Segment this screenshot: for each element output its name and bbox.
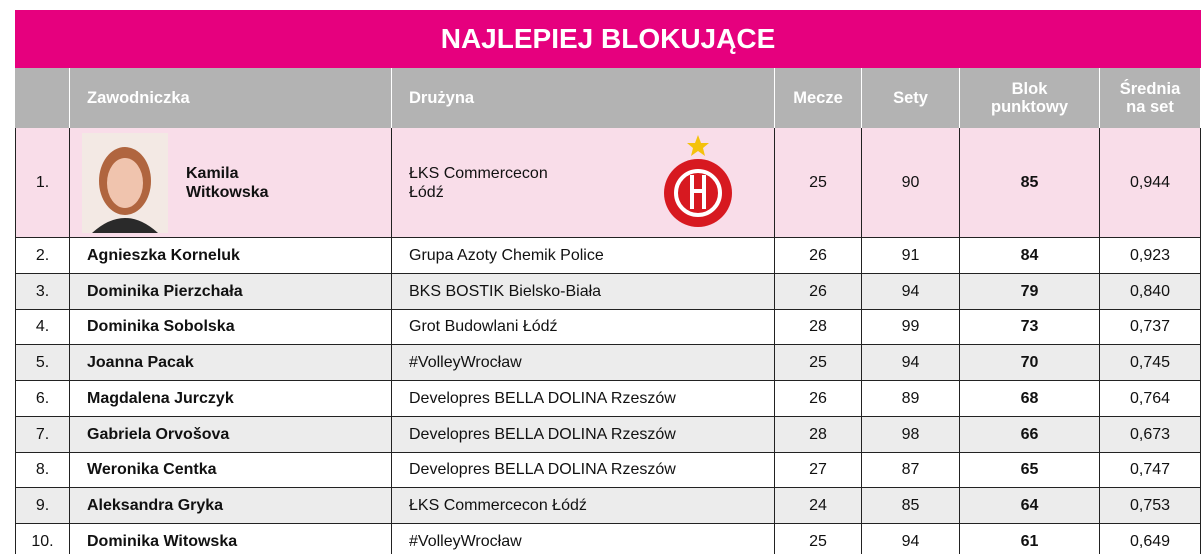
table-cell: 65: [960, 453, 1100, 489]
table-cell: #VolleyWrocław: [392, 345, 775, 381]
text-line: Witkowska: [186, 183, 269, 202]
table-cell: 0,923: [1100, 238, 1201, 274]
player-photo: [82, 133, 168, 233]
text-line: na set: [1126, 98, 1174, 116]
table-cell: 5.: [15, 345, 70, 381]
header-cell: Mecze: [775, 68, 862, 128]
table-cell: 79: [960, 274, 1100, 310]
text-line: Kamila: [186, 164, 238, 183]
table-cell: 0,745: [1100, 345, 1201, 381]
table-cell: Agnieszka Korneluk: [70, 238, 392, 274]
table-cell: 0,649: [1100, 524, 1201, 554]
header-cell: Drużyna: [392, 68, 775, 128]
table-cell: 1.: [15, 128, 70, 238]
table-cell: Magdalena Jurczyk: [70, 381, 392, 417]
table-cell: 87: [862, 453, 960, 489]
table-cell: 7.: [15, 417, 70, 453]
table-cell: 90: [862, 128, 960, 238]
table-cell: 9.: [15, 488, 70, 524]
table-cell: 3.: [15, 274, 70, 310]
table-cell: 64: [960, 488, 1100, 524]
table-cell: 66: [960, 417, 1100, 453]
table-cell: Developres BELLA DOLINA Rzeszów: [392, 381, 775, 417]
table-cell: #VolleyWrocław: [392, 524, 775, 554]
table-cell: 0,840: [1100, 274, 1201, 310]
table-cell: 0,673: [1100, 417, 1201, 453]
table-cell: BKS BOSTIK Bielsko-Biała: [392, 274, 775, 310]
team-logo: [662, 133, 734, 233]
table-cell: Dominika Witowska: [70, 524, 392, 554]
table-cell: 73: [960, 310, 1100, 346]
table-cell: 70: [960, 345, 1100, 381]
table-cell: 89: [862, 381, 960, 417]
table-cell: 98: [862, 417, 960, 453]
table-cell: 85: [960, 128, 1100, 238]
ranking-table: NAJLEPIEJ BLOKUJĄCE ZawodniczkaDrużynaMe…: [0, 0, 1201, 554]
table-cell: Weronika Centka: [70, 453, 392, 489]
table-cell: 28: [775, 417, 862, 453]
table-cell: 84: [960, 238, 1100, 274]
table-cell: 94: [862, 274, 960, 310]
text-line: Blok: [1012, 80, 1048, 98]
text-line: punktowy: [991, 98, 1068, 116]
table-cell: 61: [960, 524, 1100, 554]
table-cell: Gabriela Orvošova: [70, 417, 392, 453]
table-cell: 25: [775, 345, 862, 381]
table-cell: 27: [775, 453, 862, 489]
table-cell: 94: [862, 345, 960, 381]
table-cell: 26: [775, 274, 862, 310]
table-cell: 10.: [15, 524, 70, 554]
table-cell: 25: [775, 128, 862, 238]
table-cell: 8.: [15, 453, 70, 489]
table-cell: 26: [775, 381, 862, 417]
table-cell: Grupa Azoty Chemik Police: [392, 238, 775, 274]
table-cell: Grot Budowlani Łódź: [392, 310, 775, 346]
text-line: Średnia: [1120, 80, 1181, 98]
table-cell: 2.: [15, 238, 70, 274]
table-cell: 28: [775, 310, 862, 346]
table-cell: 24: [775, 488, 862, 524]
table-cell: 68: [960, 381, 1100, 417]
table-cell: Developres BELLA DOLINA Rzeszów: [392, 417, 775, 453]
table-cell: 0,753: [1100, 488, 1201, 524]
table-cell: Dominika Sobolska: [70, 310, 392, 346]
table-cell: 6.: [15, 381, 70, 417]
table-cell: 94: [862, 524, 960, 554]
table-title: NAJLEPIEJ BLOKUJĄCE: [15, 10, 1201, 68]
table-cell: ŁKS Commercecon Łódź: [392, 488, 775, 524]
text-line: Łódź: [409, 183, 444, 202]
table-cell: Aleksandra Gryka: [70, 488, 392, 524]
header-cell: [15, 68, 70, 128]
table-cell: Dominika Pierzchała: [70, 274, 392, 310]
table-cell: 0,747: [1100, 453, 1201, 489]
table-cell: 25: [775, 524, 862, 554]
table-cell: 99: [862, 310, 960, 346]
table-cell: 0,764: [1100, 381, 1201, 417]
text-line: ŁKS Commercecon: [409, 164, 548, 183]
table-cell: 26: [775, 238, 862, 274]
header-cell: Zawodniczka: [70, 68, 392, 128]
table-cell: Developres BELLA DOLINA Rzeszów: [392, 453, 775, 489]
table-cell: 0,737: [1100, 310, 1201, 346]
table-cell: 0,944: [1100, 128, 1201, 238]
table-cell: 91: [862, 238, 960, 274]
table-cell: 85: [862, 488, 960, 524]
table-cell: Joanna Pacak: [70, 345, 392, 381]
header-cell: Sety: [862, 68, 960, 128]
table-cell: 4.: [15, 310, 70, 346]
